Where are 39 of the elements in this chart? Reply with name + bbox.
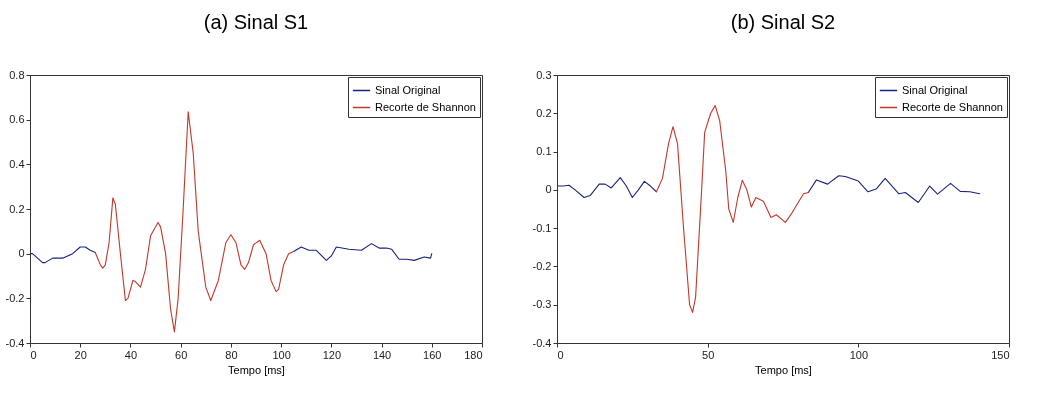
legend-label: Recorte de Shannon — [375, 100, 476, 113]
y-tick-label: -0.3 — [532, 298, 552, 311]
y-tick-label: 0.1 — [536, 145, 552, 158]
legend-label: Recorte de Shannon — [902, 100, 1003, 113]
x-tick-label: 120 — [322, 348, 342, 361]
x-tick-label: 50 — [702, 348, 715, 361]
x-tick-label: 80 — [225, 348, 238, 361]
y-tick-label: 0.3 — [536, 68, 552, 81]
x-tick-label: 100 — [849, 348, 869, 361]
y-tick-label: -0.2 — [5, 291, 25, 304]
x-tick-label: 60 — [175, 348, 188, 361]
y-tick-label: 0.8 — [9, 68, 25, 81]
y-tick-label: 0.2 — [536, 106, 552, 119]
chart-title: (b) Sinal S2 — [730, 11, 836, 33]
y-tick-label: 0.2 — [9, 202, 25, 215]
y-tick-label: 0 — [545, 183, 552, 196]
x-tick-label: 0 — [30, 348, 37, 361]
line-series — [655, 105, 809, 313]
x-tick-label: 40 — [124, 348, 138, 361]
x-tick-label: 0 — [557, 348, 564, 361]
legend-label: Sinal Original — [375, 83, 441, 96]
y-tick-label: -0.4 — [5, 336, 25, 349]
x-tick-label: 20 — [74, 348, 87, 361]
y-tick-label: 0.6 — [9, 113, 25, 126]
y-tick-label: 0.4 — [9, 157, 25, 170]
line-series — [94, 111, 295, 333]
x-axis-title: Tempo [ms] — [755, 363, 812, 376]
y-tick-label: -0.2 — [532, 259, 552, 272]
x-tick-label: 100 — [272, 348, 291, 361]
x-tick-label: 160 — [423, 348, 442, 361]
y-tick-label: -0.4 — [532, 336, 552, 349]
x-tick-label: 180 — [464, 348, 483, 361]
chart-title: (a) Sinal S1 — [203, 11, 309, 33]
x-tick-label: 150 — [991, 348, 1010, 361]
y-tick-label: -0.1 — [532, 221, 552, 234]
legend-label: Sinal Original — [902, 83, 968, 96]
y-tick-label: 0 — [18, 247, 25, 260]
x-axis-title: Tempo [ms] — [228, 363, 285, 376]
x-tick-label: 140 — [372, 348, 392, 361]
